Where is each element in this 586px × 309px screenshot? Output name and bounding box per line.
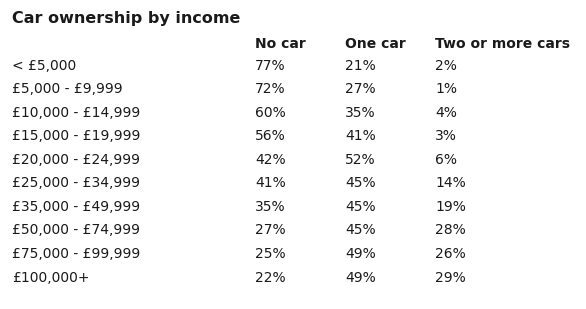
Text: Two or more cars: Two or more cars [435,37,570,51]
Text: 52%: 52% [345,153,376,167]
Text: 45%: 45% [345,176,376,191]
Text: 35%: 35% [255,200,285,214]
Text: 14%: 14% [435,176,466,191]
Text: £50,000 - £74,999: £50,000 - £74,999 [12,223,140,238]
Text: 49%: 49% [345,270,376,285]
Text: 28%: 28% [435,223,466,238]
Text: £15,000 - £19,999: £15,000 - £19,999 [12,129,141,143]
Text: 29%: 29% [435,270,466,285]
Text: £75,000 - £99,999: £75,000 - £99,999 [12,247,140,261]
Text: 21%: 21% [345,59,376,73]
Text: 41%: 41% [255,176,286,191]
Text: 6%: 6% [435,153,457,167]
Text: 27%: 27% [345,83,376,96]
Text: < £5,000: < £5,000 [12,59,76,73]
Text: £10,000 - £14,999: £10,000 - £14,999 [12,106,140,120]
Text: 72%: 72% [255,83,285,96]
Text: Car ownership by income: Car ownership by income [12,11,240,26]
Text: £25,000 - £34,999: £25,000 - £34,999 [12,176,140,191]
Text: 35%: 35% [345,106,376,120]
Text: 19%: 19% [435,200,466,214]
Text: £100,000+: £100,000+ [12,270,90,285]
Text: 77%: 77% [255,59,285,73]
Text: No car: No car [255,37,306,51]
Text: 2%: 2% [435,59,457,73]
Text: 56%: 56% [255,129,286,143]
Text: 1%: 1% [435,83,457,96]
Text: 25%: 25% [255,247,285,261]
Text: 3%: 3% [435,129,457,143]
Text: £5,000 - £9,999: £5,000 - £9,999 [12,83,122,96]
Text: 45%: 45% [345,223,376,238]
Text: 60%: 60% [255,106,286,120]
Text: 26%: 26% [435,247,466,261]
Text: One car: One car [345,37,406,51]
Text: 41%: 41% [345,129,376,143]
Text: 27%: 27% [255,223,285,238]
Text: 45%: 45% [345,200,376,214]
Text: 22%: 22% [255,270,285,285]
Text: 49%: 49% [345,247,376,261]
Text: £20,000 - £24,999: £20,000 - £24,999 [12,153,140,167]
Text: 4%: 4% [435,106,457,120]
Text: 42%: 42% [255,153,285,167]
Text: £35,000 - £49,999: £35,000 - £49,999 [12,200,140,214]
